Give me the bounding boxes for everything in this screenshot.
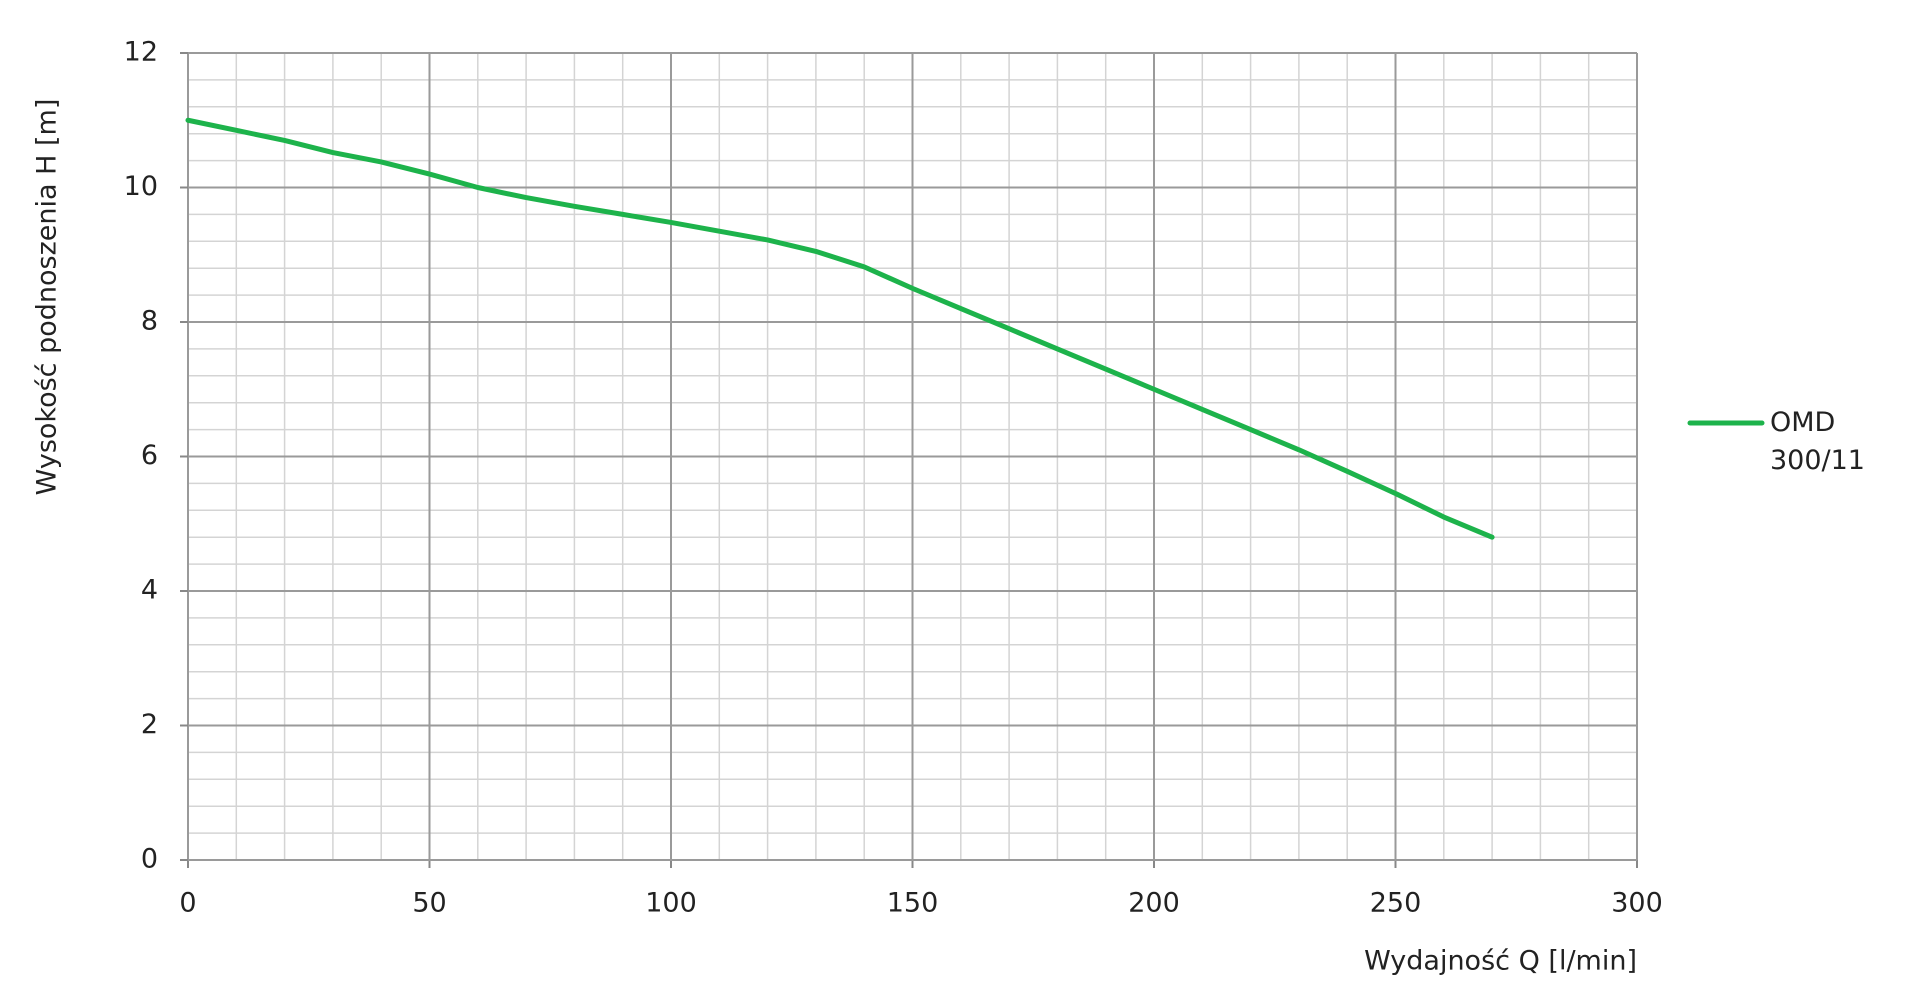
x-tick-label: 200 (1128, 888, 1180, 919)
y-tick-label: 4 (141, 575, 158, 606)
y-axis-label: Wysokość podnoszenia H [m] (32, 99, 63, 496)
x-tick-label: 250 (1370, 888, 1422, 919)
x-tick-label: 50 (412, 888, 446, 919)
x-tick-label: 0 (179, 888, 196, 919)
y-tick-label: 6 (141, 440, 158, 471)
y-tick-label: 10 (124, 171, 158, 202)
x-tick-label: 300 (1611, 888, 1663, 919)
x-axis-label: Wydajność Q [l/min] (1364, 946, 1637, 977)
y-tick-label: 0 (141, 844, 158, 875)
y-tick-label: 8 (141, 306, 158, 337)
line-series (185, 117, 1495, 540)
x-tick-label: 100 (645, 888, 697, 919)
x-tick-label: 150 (887, 888, 939, 919)
y-tick-label: 12 (124, 37, 158, 68)
legend-label: OMD 300/11 (1770, 407, 1865, 476)
y-tick-label: 2 (141, 709, 158, 740)
